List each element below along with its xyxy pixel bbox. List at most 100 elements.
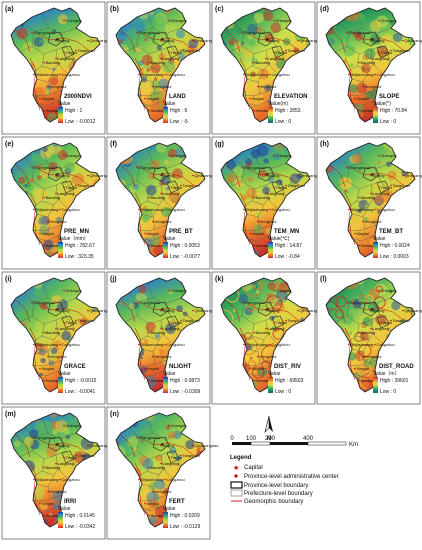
capital-star-icon: ★ — [160, 37, 165, 43]
city-label: Langfang — [163, 326, 180, 331]
city-label: Chengde — [171, 288, 188, 293]
panel-title: ELEVATION — [274, 94, 307, 100]
city-label: Langfang — [58, 461, 75, 466]
city-label: Beijing — [163, 173, 175, 178]
panel-label: (d) — [320, 6, 329, 13]
city-label: Zhangjiakou — [244, 165, 266, 170]
city-label: Xingtai — [252, 366, 264, 371]
city-label: Chengde — [171, 153, 188, 158]
city-label: Tianjin — [381, 320, 393, 325]
city-label: Handan — [151, 513, 165, 518]
city-label: Handan — [151, 243, 165, 248]
city-label: Tianjin — [66, 320, 78, 325]
city-label: Handan — [46, 108, 60, 113]
city-label: Baoding — [361, 330, 376, 335]
panel-unit: Value — [58, 101, 71, 107]
city-label: Chengde — [381, 288, 398, 293]
city-label: Tangshan — [288, 48, 305, 53]
city-label: Shijiazhuang — [141, 72, 164, 77]
high-label: High : 69503 — [275, 378, 304, 384]
city-label: Shijiazhuang — [141, 477, 164, 482]
panel-title: SLOPE — [379, 94, 399, 100]
panel-label: (f) — [110, 141, 117, 148]
city-label: Langfang — [163, 461, 180, 466]
high-label: High : 39601 — [380, 378, 409, 384]
city-label: Tangshan — [78, 48, 95, 53]
city-label: Chengde — [171, 423, 188, 428]
city-label: Tangshan — [183, 318, 200, 323]
city-label: Cangzhou — [167, 72, 185, 77]
city-label: Shijiazhuang — [141, 342, 164, 347]
city-label: Hengshui — [155, 84, 172, 89]
high-label: High : 0.0209 — [170, 513, 200, 519]
city-label: Qinhuangdao — [90, 308, 115, 313]
panel-title: TEM_MN — [274, 229, 299, 235]
city-label: Zhangjiakou — [244, 300, 266, 305]
panel-unit: Value — [268, 371, 281, 377]
city-label: Langfang — [58, 326, 75, 331]
city-label: Langfang — [163, 56, 180, 61]
city-label: Xingtai — [252, 96, 264, 101]
city-label: Chengde — [66, 288, 83, 293]
city-label: Zhangjiakou — [34, 165, 56, 170]
scale-tick-100: 100 — [246, 436, 257, 442]
city-label: Beijing — [268, 308, 280, 313]
city-label: Hengshui — [260, 84, 277, 89]
city-label: Zhangjiakou — [139, 30, 161, 35]
city-label: Chengde — [381, 18, 398, 23]
panel-label: (k) — [215, 276, 224, 283]
low-label: Low : -0.0077 — [170, 254, 201, 260]
city-label: Tianjin — [381, 185, 393, 190]
city-label: Beijing — [58, 443, 70, 448]
city-label: Handan — [256, 108, 270, 113]
city-label: Qinhuangdao — [405, 38, 422, 43]
city-label: Cangzhou — [272, 72, 290, 77]
panel-label: (b) — [110, 6, 119, 13]
city-label: Zhangjiakou — [139, 300, 161, 305]
panel-label: (h) — [320, 141, 329, 148]
city-label: Langfang — [58, 56, 75, 61]
panel-unit: Value(°) — [373, 101, 391, 107]
city-label: Qinhuangdao — [195, 38, 220, 43]
panel-title: DIST_ROAD — [379, 364, 414, 370]
city-label: Shijiazhuang — [36, 477, 59, 482]
city-label: Xingtai — [252, 231, 264, 236]
city-label: Xingtai — [42, 366, 54, 371]
city-label: Langfang — [373, 56, 390, 61]
panel-unit: Value（mm） — [58, 236, 89, 242]
city-label: Cangzhou — [272, 207, 290, 212]
city-label: Baoding — [46, 330, 61, 335]
city-label: Hengshui — [50, 354, 67, 359]
city-label: Xingtai — [42, 231, 54, 236]
high-label: High : 2853 — [275, 108, 301, 114]
city-label: Baoding — [46, 60, 61, 65]
city-label: Tianjin — [171, 455, 183, 460]
color-ramp — [373, 242, 378, 258]
low-label: Low : -0.0129 — [170, 524, 201, 530]
panel-title: DIST_RIV — [274, 364, 301, 370]
city-label: Langfang — [163, 191, 180, 196]
city-label: Hengshui — [155, 489, 172, 494]
panel-unit: Value — [163, 101, 176, 107]
city-label: Cangzhou — [62, 342, 80, 347]
city-label: Beijing — [373, 173, 385, 178]
panel-label: (m) — [5, 411, 16, 418]
city-label: Shijiazhuang — [36, 342, 59, 347]
city-label: Handan — [256, 243, 270, 248]
city-label: Shijiazhuang — [351, 72, 374, 77]
color-ramp — [163, 242, 168, 258]
city-label: Tianjin — [276, 50, 288, 55]
city-label: Hengshui — [50, 84, 67, 89]
capital-star-icon: ★ — [55, 442, 60, 448]
legend-item-province: Province-level boundary — [244, 483, 308, 489]
legend-item-geomorphic: Geomorphic boundary — [244, 499, 303, 505]
panel-unit: Value — [163, 236, 176, 242]
capital-star-icon: ★ — [55, 37, 60, 43]
capital-star-icon: ★ — [370, 307, 375, 313]
capital-star-icon: ★ — [160, 442, 165, 448]
city-label: Handan — [46, 378, 60, 383]
